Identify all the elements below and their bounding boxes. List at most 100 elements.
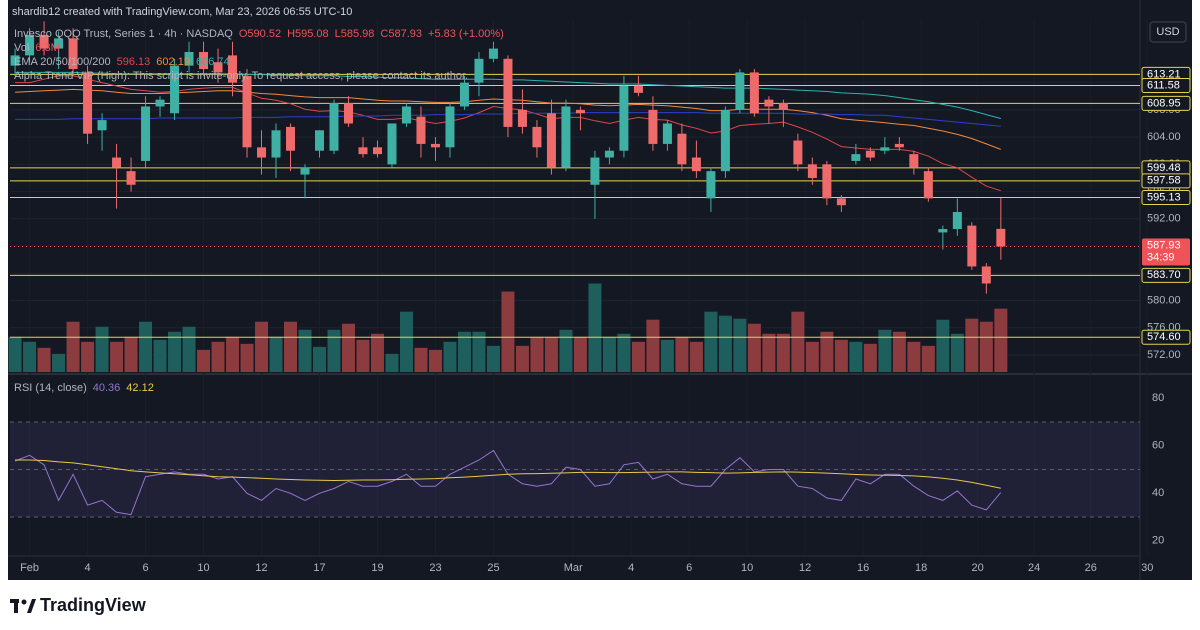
candle-body (996, 228, 1006, 247)
candle-body (459, 82, 469, 107)
candle-body (764, 99, 774, 107)
candle-body (39, 34, 49, 49)
volume-bar (414, 347, 428, 372)
candle-body (228, 55, 238, 83)
volume-bar (863, 343, 877, 372)
volume-bar (139, 321, 153, 372)
volume-bar (197, 349, 211, 372)
candle-body (358, 147, 368, 155)
volume-bar (486, 345, 500, 372)
volume-bar (298, 329, 312, 372)
brand-logo (10, 599, 36, 613)
y-tick-label: 572.00 (1147, 349, 1181, 361)
volume-bar (23, 341, 37, 372)
rsi-value: 42.12 (126, 382, 154, 394)
candle-body (242, 75, 252, 148)
volume-bar (950, 333, 964, 372)
x-tick-label: 25 (487, 562, 499, 574)
volume-bar (631, 341, 645, 372)
level-tag-label: 595.13 (1147, 191, 1181, 203)
volume-bar (124, 336, 138, 372)
candle-body (68, 38, 78, 70)
volume-bar (52, 353, 66, 372)
volume-bar (168, 331, 182, 372)
x-tick-label: 17 (313, 562, 325, 574)
level-tag (1141, 173, 1191, 189)
volume-bar (284, 321, 298, 372)
volume-bar (660, 339, 674, 372)
candle-body (271, 130, 281, 158)
x-tick-label: 6 (142, 562, 148, 574)
volume-bar (979, 321, 993, 372)
candle-body (213, 62, 223, 73)
level-tag-label: 597.58 (1147, 175, 1181, 187)
volume-bar (965, 318, 979, 372)
candle-body (329, 103, 339, 151)
candle-body (112, 157, 122, 168)
volume-bar (182, 326, 196, 372)
candle-body (851, 154, 861, 161)
candle-body (83, 72, 93, 134)
candle-body (286, 126, 296, 151)
level-tag (1141, 77, 1191, 93)
currency-label[interactable]: USD (1156, 26, 1179, 38)
candle-body (909, 154, 919, 168)
volume-bar (994, 308, 1008, 372)
y-tick-label: 592.00 (1147, 213, 1181, 225)
level-tag-label: 613.21 (1147, 68, 1181, 80)
x-tick-label: 10 (741, 562, 753, 574)
volume-bar (849, 341, 863, 372)
level-tag-label: 611.58 (1147, 79, 1180, 91)
volume-bar (8, 336, 22, 372)
rsi-value: 40.36 (93, 382, 121, 394)
indicator-note: Alpha Trend VIP (High): This script is i… (14, 70, 468, 82)
candle-body (778, 103, 788, 110)
rsi-line (15, 459, 1001, 489)
candle-body (561, 106, 571, 168)
rsi-tick-label: 20 (1152, 535, 1164, 547)
volume-bar (356, 339, 370, 372)
volume-bar (515, 345, 529, 372)
candle-body (604, 150, 614, 158)
candle-body (54, 38, 64, 49)
volume-bar (675, 336, 689, 372)
volume-bar (530, 336, 544, 372)
x-tick-label: 20 (972, 562, 984, 574)
candle-body (807, 164, 817, 178)
candle-body (619, 86, 629, 151)
candle-body (300, 167, 310, 175)
x-tick-label: 18 (915, 562, 927, 574)
volume-bar (501, 291, 515, 372)
volume-bar (892, 331, 906, 372)
candle-body (923, 171, 933, 199)
candle-body (387, 123, 397, 165)
x-tick-label: 30 (1141, 562, 1153, 574)
volume-bar (153, 339, 167, 372)
volume-bar (718, 315, 732, 372)
candle-body (155, 99, 165, 107)
quote-value: L585.98 (335, 28, 375, 40)
volume-label: Vol (14, 42, 29, 54)
x-tick-label: 12 (799, 562, 811, 574)
volume-bar (776, 333, 790, 372)
quote-value: +5.83 (+1.00%) (428, 28, 504, 40)
ema-value: 606.74 (196, 56, 230, 68)
volume-bar (37, 347, 51, 372)
volume-bar (689, 341, 703, 372)
candle-body (793, 140, 803, 165)
level-tag-label: 583.70 (1147, 269, 1181, 281)
level-tag-label: 608.95 (1147, 97, 1181, 109)
volume-bar (312, 346, 326, 372)
candle-body (633, 86, 643, 93)
currency-button[interactable] (1149, 21, 1187, 43)
level-tag-label: 574.60 (1147, 331, 1181, 343)
current-price-tag (1142, 238, 1190, 266)
candle-body (648, 109, 658, 144)
quote-value: H595.08 (287, 28, 329, 40)
x-tick-label: Feb (20, 562, 39, 574)
candle-body (199, 52, 209, 70)
candle-body (430, 143, 440, 148)
candle-body (880, 147, 890, 151)
candle-body (184, 52, 194, 66)
